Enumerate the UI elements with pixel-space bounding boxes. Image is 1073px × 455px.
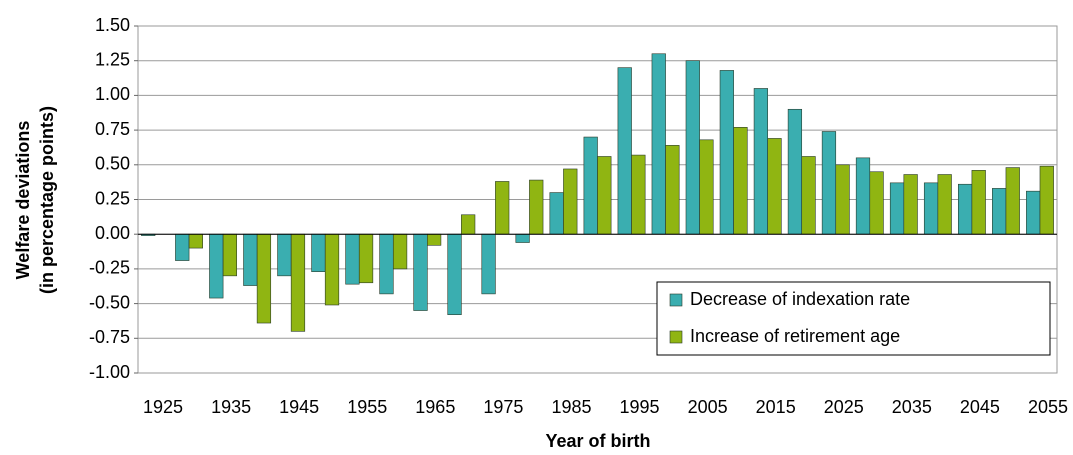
bar xyxy=(583,136,598,235)
bar xyxy=(243,233,258,286)
bar xyxy=(345,233,360,285)
y-tick-label: -0.25 xyxy=(89,258,130,278)
x-tick-label: 2005 xyxy=(688,397,728,417)
y-tick-label: 1.00 xyxy=(95,84,130,104)
bar xyxy=(651,53,666,235)
x-tick-label: 2015 xyxy=(756,397,796,417)
bar xyxy=(379,233,394,295)
legend-swatch xyxy=(669,293,683,307)
bar xyxy=(992,188,1007,235)
y-tick-label: 0.25 xyxy=(95,188,130,208)
bar xyxy=(1026,190,1041,235)
bar xyxy=(957,183,973,235)
bar xyxy=(665,145,680,235)
legend-swatch xyxy=(669,330,683,344)
bar xyxy=(563,168,578,235)
bar xyxy=(767,138,782,235)
bar xyxy=(175,233,190,261)
y-tick-label: -0.50 xyxy=(89,292,130,312)
bar xyxy=(277,233,292,277)
bar xyxy=(685,60,700,235)
x-axis-label: Year of birth xyxy=(545,431,650,451)
bar xyxy=(222,233,238,277)
bar xyxy=(753,88,768,235)
bar xyxy=(923,182,939,235)
bar xyxy=(719,70,734,235)
y-tick-label: -0.75 xyxy=(89,327,130,347)
bar xyxy=(903,174,918,235)
x-tick-label: 2025 xyxy=(824,397,864,417)
bar xyxy=(311,233,326,272)
bar xyxy=(699,139,714,235)
x-tick-label: 1945 xyxy=(279,397,319,417)
bar xyxy=(290,233,306,332)
x-tick-label: 1995 xyxy=(620,397,660,417)
bar xyxy=(256,233,272,324)
bar xyxy=(869,171,884,235)
bar xyxy=(855,157,871,235)
bar xyxy=(515,233,530,243)
y-tick-label: 0.00 xyxy=(95,223,130,243)
y-tick-label: 0.50 xyxy=(95,154,130,174)
legend-box xyxy=(656,281,1051,356)
bar xyxy=(631,154,646,235)
bar xyxy=(324,233,340,306)
y-tick-label: 1.25 xyxy=(95,49,130,69)
bar xyxy=(413,233,428,311)
y-axis-label: (in percentage points) xyxy=(37,106,57,294)
bar xyxy=(358,233,374,284)
bar xyxy=(209,233,224,299)
x-tick-label: 2055 xyxy=(1028,397,1068,417)
bar xyxy=(835,164,850,235)
bar xyxy=(617,67,632,235)
y-axis-label: Welfare deviations xyxy=(13,121,33,280)
y-tick-label: 0.75 xyxy=(95,119,130,139)
legend-label: Decrease of indexation rate xyxy=(690,289,910,309)
bar xyxy=(787,108,803,235)
bar xyxy=(481,233,496,295)
x-tick-label: 1985 xyxy=(551,397,591,417)
bar xyxy=(821,131,837,235)
bar xyxy=(427,233,442,246)
x-tick-label: 1975 xyxy=(483,397,523,417)
bar xyxy=(447,233,462,316)
bar xyxy=(937,174,952,235)
bar xyxy=(1005,167,1020,235)
x-tick-label: 1965 xyxy=(415,397,455,417)
bar xyxy=(549,192,564,235)
y-tick-label: -1.00 xyxy=(89,362,130,382)
bar xyxy=(495,181,510,235)
bar xyxy=(461,214,476,235)
x-tick-label: 1935 xyxy=(211,397,251,417)
x-tick-label: 1955 xyxy=(347,397,387,417)
bar xyxy=(733,127,748,235)
bar xyxy=(392,233,408,270)
bar xyxy=(597,156,612,235)
bar xyxy=(801,156,816,235)
bar xyxy=(889,182,905,235)
bar xyxy=(1039,165,1054,235)
x-tick-label: 1925 xyxy=(143,397,183,417)
x-tick-label: 2045 xyxy=(960,397,1000,417)
bar xyxy=(188,233,203,249)
bar xyxy=(971,170,986,235)
legend-label: Increase of retirement age xyxy=(690,326,900,346)
x-tick-label: 2035 xyxy=(892,397,932,417)
bar xyxy=(529,179,544,235)
y-tick-label: 1.50 xyxy=(95,15,130,35)
